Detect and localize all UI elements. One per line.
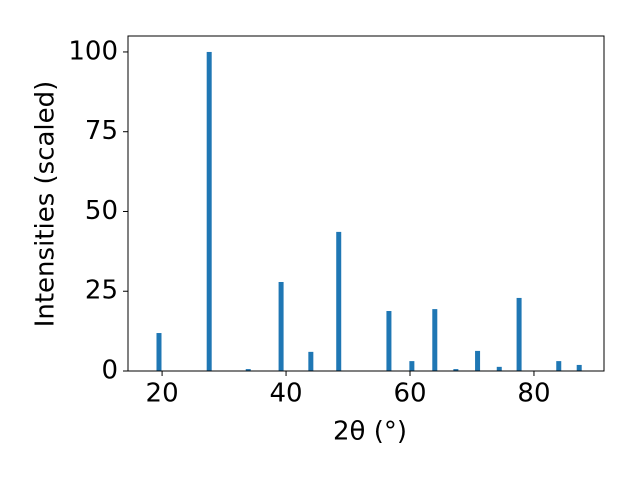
bar: [409, 361, 415, 371]
x-tick-label: 20: [146, 379, 179, 409]
bar: [386, 311, 392, 371]
bar: [156, 333, 162, 371]
x-tick-label: 60: [393, 379, 426, 409]
y-tick-label: 0: [101, 356, 118, 386]
bar: [278, 281, 284, 371]
bar: [576, 364, 582, 371]
bar: [308, 351, 314, 371]
y-tick-label: 100: [68, 36, 118, 66]
plot-frame: [127, 35, 605, 372]
x-tick-label: 40: [270, 379, 303, 409]
bar: [432, 309, 438, 371]
bar: [336, 231, 342, 371]
y-tick-label: 75: [85, 116, 118, 146]
bar: [206, 51, 212, 371]
x-tick-label: 80: [517, 379, 550, 409]
bar: [496, 366, 502, 371]
bar: [556, 361, 562, 371]
x-axis-label: 2θ (°): [333, 417, 407, 447]
y-tick-label: 50: [85, 196, 118, 226]
bar: [516, 297, 522, 371]
y-tick-label: 25: [85, 276, 118, 306]
y-axis-label: Intensities (scaled): [31, 81, 61, 328]
bar: [453, 369, 459, 371]
bar: [475, 350, 481, 371]
bar: [245, 369, 251, 371]
